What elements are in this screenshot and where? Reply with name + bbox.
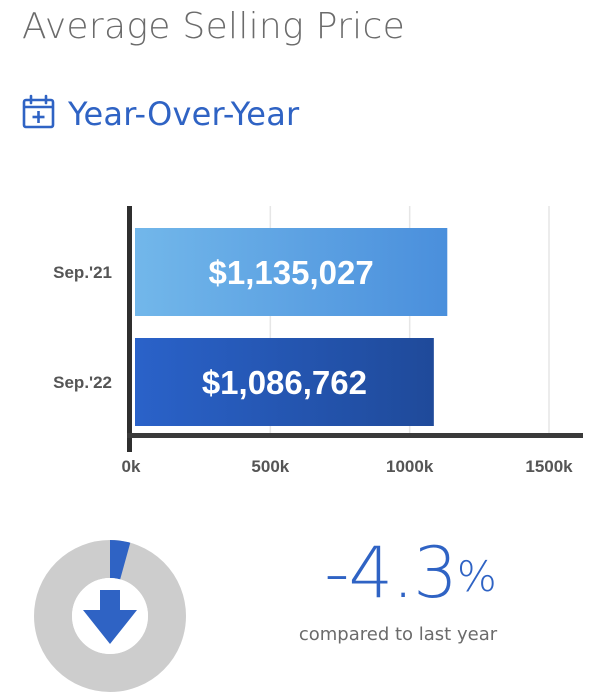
percent-change-value: -4.3 (324, 532, 458, 614)
bar (135, 338, 434, 426)
subtitle-row: Year-Over-Year (22, 94, 299, 134)
bar (135, 228, 448, 316)
page-title: Average Selling Price (22, 6, 406, 47)
x-axis-line (127, 433, 583, 438)
x-tick-label: 1000k (386, 457, 434, 476)
y-axis-line (127, 206, 132, 452)
chart-subtitle: Year-Over-Year (68, 95, 300, 133)
calendar-plus-icon (22, 94, 56, 135)
change-caption: compared to last year (298, 624, 498, 645)
percent-sign: % (456, 552, 497, 601)
x-tick-label: 0k (122, 457, 141, 476)
bar-value-label: $1,086,762 (202, 364, 367, 401)
x-tick-label: 500k (251, 457, 289, 476)
bar-value-label: $1,135,027 (209, 254, 374, 291)
arrow-down-icon (83, 590, 137, 644)
bar-chart: 0k 500k 1000k 1500k $1,135,027 Sep.'21 $1,086,… (53, 206, 583, 476)
x-tick-label: 1500k (525, 457, 573, 476)
category-label: Sep.'21 (53, 263, 112, 282)
donut-change-segment (110, 540, 131, 580)
category-label: Sep.'22 (53, 373, 112, 392)
change-donut (34, 540, 186, 692)
percent-change: -4.3% (312, 538, 508, 608)
